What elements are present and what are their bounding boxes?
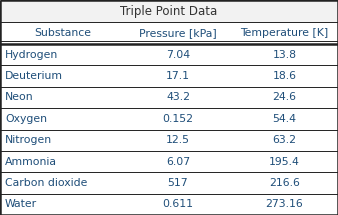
Text: 517: 517	[168, 178, 188, 188]
Text: 13.8: 13.8	[272, 50, 296, 60]
Bar	[0, 129, 338, 151]
Text: Substance: Substance	[34, 28, 91, 38]
Bar	[0, 151, 338, 172]
Text: Pressure [kPa]: Pressure [kPa]	[139, 28, 217, 38]
Text: Neon: Neon	[5, 92, 33, 102]
Bar	[0, 87, 338, 108]
Text: Ammonia: Ammonia	[5, 157, 57, 167]
Text: 12.5: 12.5	[166, 135, 190, 145]
Text: Hydrogen: Hydrogen	[5, 50, 58, 60]
Text: 195.4: 195.4	[269, 157, 300, 167]
Text: 6.07: 6.07	[166, 157, 190, 167]
Text: 273.16: 273.16	[266, 199, 304, 209]
Text: 7.04: 7.04	[166, 50, 190, 60]
Text: Oxygen: Oxygen	[5, 114, 47, 124]
Bar	[0, 108, 338, 129]
Text: 0.611: 0.611	[163, 199, 193, 209]
Text: 54.4: 54.4	[272, 114, 296, 124]
Text: Triple Point Data: Triple Point Data	[120, 5, 218, 17]
Text: 18.6: 18.6	[272, 71, 296, 81]
Bar	[0, 0, 338, 22]
Text: Nitrogen: Nitrogen	[5, 135, 52, 145]
Text: Deuterium: Deuterium	[5, 71, 63, 81]
Text: Water: Water	[5, 199, 37, 209]
Text: 216.6: 216.6	[269, 178, 300, 188]
Bar	[0, 194, 338, 215]
Text: Temperature [K]: Temperature [K]	[240, 28, 329, 38]
Bar	[0, 172, 338, 194]
Text: 17.1: 17.1	[166, 71, 190, 81]
Text: 24.6: 24.6	[272, 92, 296, 102]
Bar	[0, 65, 338, 87]
Bar	[0, 44, 338, 65]
Text: 43.2: 43.2	[166, 92, 190, 102]
Text: Carbon dioxide: Carbon dioxide	[5, 178, 88, 188]
Bar	[0, 22, 338, 44]
Text: 0.152: 0.152	[163, 114, 193, 124]
Text: 63.2: 63.2	[272, 135, 296, 145]
